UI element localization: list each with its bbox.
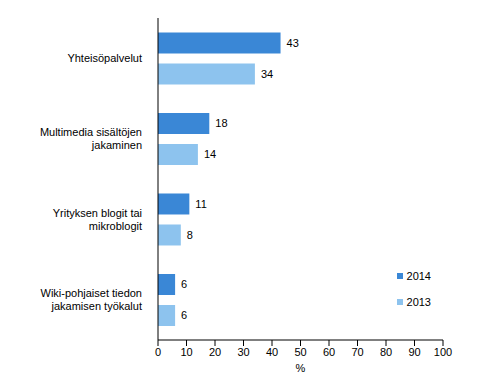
svg-text:0: 0 bbox=[155, 346, 161, 358]
svg-text:30: 30 bbox=[237, 346, 249, 358]
svg-text:90: 90 bbox=[408, 346, 420, 358]
svg-text:40: 40 bbox=[266, 346, 278, 358]
svg-text:60: 60 bbox=[323, 346, 335, 358]
svg-text:Multimedia sisältöjenjakaminen: Multimedia sisältöjenjakaminen bbox=[40, 126, 142, 151]
svg-text:100: 100 bbox=[434, 346, 452, 358]
svg-text:50: 50 bbox=[294, 346, 306, 358]
html-text:2013: 2013 bbox=[406, 296, 431, 308]
svg-text:43: 43 bbox=[287, 37, 299, 49]
svg-text:20: 20 bbox=[209, 346, 221, 358]
svg-text:Wiki-pohjaiset tiedonjakamisen: Wiki-pohjaiset tiedonjakamisen työkalut bbox=[41, 287, 143, 312]
svg-text:18: 18 bbox=[215, 117, 227, 129]
html-text:2014: 2014 bbox=[406, 270, 431, 282]
svg-text:10: 10 bbox=[180, 346, 192, 358]
svg-text:70: 70 bbox=[351, 346, 363, 358]
svg-text:Yhteisöpalvelut: Yhteisöpalvelut bbox=[67, 52, 142, 64]
svg-text:11: 11 bbox=[195, 198, 206, 210]
svg-text:14: 14 bbox=[204, 148, 216, 160]
svg-text:6: 6 bbox=[181, 309, 187, 321]
svg-text:6: 6 bbox=[181, 278, 187, 290]
svg-text:80: 80 bbox=[380, 346, 392, 358]
svg-text:8: 8 bbox=[187, 229, 193, 241]
svg-text:%: % bbox=[296, 362, 306, 374]
svg-text:34: 34 bbox=[261, 68, 273, 80]
svg-text:Yrityksen blogit taimikroblogi: Yrityksen blogit taimikroblogit bbox=[53, 207, 142, 232]
